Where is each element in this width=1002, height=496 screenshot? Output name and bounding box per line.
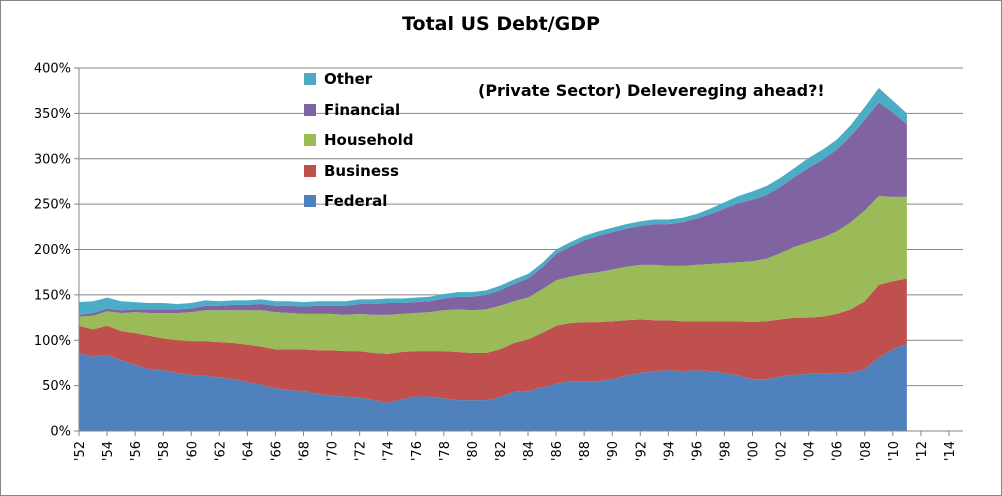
- x-tick-label: '88: [578, 441, 593, 461]
- y-tick-label: 300%: [34, 152, 71, 167]
- x-tick-label: '74: [382, 441, 397, 461]
- x-tick-label: '08: [859, 441, 874, 461]
- x-tick-label: '80: [466, 441, 481, 461]
- x-tick-label: '52: [73, 441, 88, 461]
- y-tick-label: 100%: [34, 334, 71, 349]
- legend-item-other: Other: [304, 64, 414, 95]
- legend-item-business: Business: [304, 156, 414, 187]
- y-tick-label: 150%: [34, 288, 71, 303]
- x-tick-label: '96: [690, 441, 705, 461]
- legend-item-household: Household: [304, 125, 414, 156]
- x-tick-label: '56: [129, 441, 144, 461]
- x-tick-label: '68: [298, 441, 313, 461]
- legend-swatch-federal: [304, 195, 316, 208]
- y-tick-label: 50%: [42, 379, 71, 394]
- area-household: [79, 195, 907, 354]
- x-tick-label: '66: [269, 441, 284, 461]
- y-tick-label: 350%: [34, 107, 71, 122]
- x-tick-label: '10: [887, 441, 902, 461]
- x-tick-label: '92: [634, 441, 649, 461]
- x-tick-label: '06: [831, 441, 846, 461]
- area-federal: [79, 343, 907, 431]
- x-tick-label: '70: [326, 441, 341, 461]
- chart-title: Total US Debt/GDP: [402, 13, 600, 35]
- area-business: [79, 278, 907, 403]
- x-tick-label: '72: [354, 441, 369, 461]
- y-tick-label: 400%: [34, 62, 71, 77]
- x-tick-label: '84: [522, 441, 537, 461]
- legend-swatch-business: [304, 164, 316, 177]
- x-tick-label: '86: [550, 441, 565, 461]
- legend-swatch-household: [304, 134, 316, 147]
- x-tick-label: '90: [606, 441, 621, 461]
- area-other: [79, 87, 907, 315]
- y-tick-label: 0%: [50, 425, 71, 440]
- x-tick-label: '54: [101, 441, 116, 461]
- y-tick-label: 200%: [34, 243, 71, 258]
- x-tick-label: '12: [915, 441, 930, 461]
- legend-label-other: Other: [324, 70, 373, 89]
- legend-label-household: Household: [324, 131, 414, 150]
- x-tick-label: '04: [803, 441, 818, 461]
- area-financial: [79, 102, 907, 317]
- x-tick-label: '60: [185, 441, 200, 461]
- x-tick-label: '00: [747, 441, 762, 461]
- legend-label-financial: Financial: [324, 100, 401, 119]
- legend-swatch-other: [304, 73, 316, 86]
- x-tick-label: '78: [438, 441, 453, 461]
- legend-item-federal: Federal: [304, 186, 414, 217]
- y-tick-label: 250%: [34, 198, 71, 213]
- chart-legend: Other Financial Household Business Feder…: [304, 64, 414, 217]
- stacked-areas: [79, 87, 907, 431]
- x-tick-label: '82: [494, 441, 509, 461]
- axes: [74, 67, 963, 436]
- y-tick-labels: 0% 50% 100% 150% 200% 250% 300% 350% 400%: [34, 62, 71, 440]
- legend-item-financial: Financial: [304, 95, 414, 126]
- x-tick-label: '94: [662, 441, 677, 461]
- chart-annotation: (Private Sector) Delevereging ahead?!: [478, 81, 825, 100]
- x-tick-label: '76: [410, 441, 425, 461]
- x-tick-label: '64: [241, 441, 256, 461]
- x-tick-label: '62: [213, 441, 228, 461]
- x-tick-label: '98: [718, 441, 733, 461]
- legend-label-business: Business: [324, 161, 399, 180]
- legend-label-federal: Federal: [324, 192, 388, 211]
- x-tick-label: '14: [943, 441, 958, 461]
- legend-swatch-financial: [304, 103, 316, 116]
- x-tick-label: '02: [775, 441, 790, 461]
- x-tick-label: '58: [157, 441, 172, 461]
- x-tick-labels: '52 '54 '56 '58 '60 '62 '64 '66 '68 '70 '72 '74 '76 '…: [73, 441, 958, 461]
